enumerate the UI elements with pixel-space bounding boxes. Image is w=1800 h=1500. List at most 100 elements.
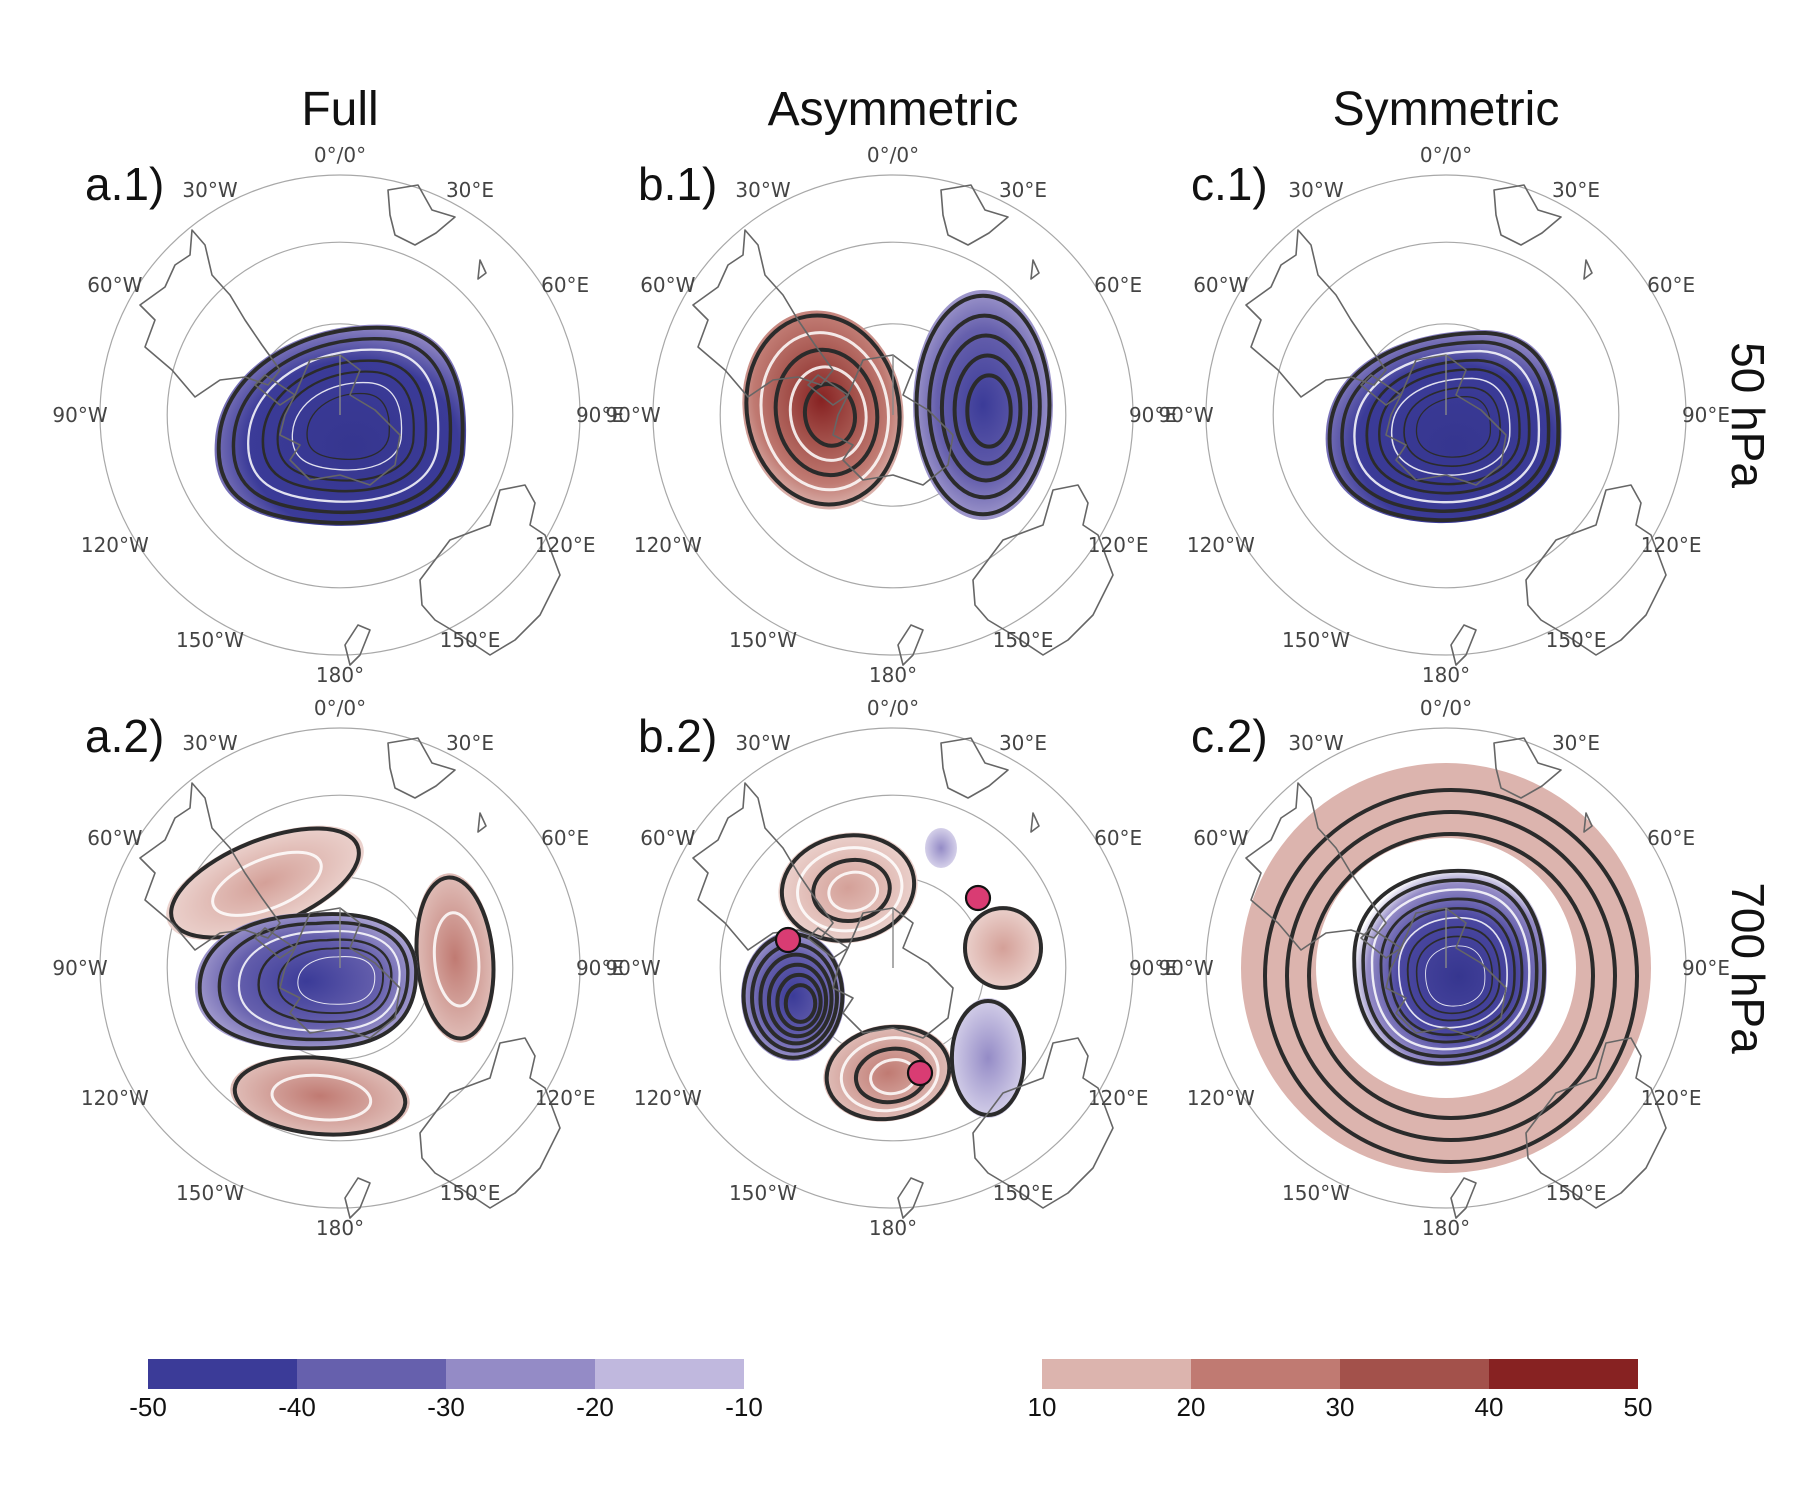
longitude-label: 60°E <box>1647 826 1695 850</box>
longitude-label: 120°E <box>1088 533 1149 557</box>
colorbar-tick-label: -30 <box>427 1392 465 1422</box>
colorbar-negative-segment <box>297 1359 446 1389</box>
longitude-label: 90°W <box>605 956 660 980</box>
longitude-labels: 0°/0° 30°E 60°E 90°E 120°E 150°E 180° 150°W 120°… <box>52 696 624 1240</box>
longitude-label: 30°E <box>1552 731 1600 755</box>
polar-map-panel: b.2) 0°/0° 30°E 60°E 90°E 120°E 150°E 180° 150°W… <box>605 696 1177 1240</box>
coastline <box>254 374 296 406</box>
longitude-label: 120°W <box>81 533 149 557</box>
longitude-label: 90°W <box>52 403 107 427</box>
longitude-label: 180° <box>869 1216 917 1240</box>
longitude-label: 90°W <box>1158 403 1213 427</box>
longitude-label: 0°/0° <box>314 143 366 167</box>
field-shading <box>741 828 1043 1122</box>
colorbar-positive: 10 20 30 40 50 <box>1028 1359 1653 1422</box>
panel-label: c.2) <box>1191 710 1268 762</box>
longitude-label: 150°E <box>1546 1181 1607 1205</box>
coastline <box>477 812 487 833</box>
longitude-label: 30°E <box>999 178 1047 202</box>
longitude-label: 0°/0° <box>1420 696 1472 720</box>
contour-line <box>802 382 857 448</box>
panels: a.1) 0°/0° 30°E 60°E 90°E 120°E 150°E 180° 150°W… <box>52 143 1730 1240</box>
contour-line <box>939 333 1033 483</box>
longitude-label: 120°W <box>634 1086 702 1110</box>
contour-line <box>1415 395 1492 458</box>
longitude-label: 30°E <box>999 731 1047 755</box>
coastline <box>1583 259 1593 280</box>
contour-line <box>775 972 823 1032</box>
positive-anomaly-region <box>823 1024 953 1122</box>
colorbar-tick-label: 50 <box>1624 1392 1653 1422</box>
contour-line <box>306 392 390 461</box>
colorbar-tick-label: 30 <box>1326 1392 1355 1422</box>
station-marker <box>774 926 802 954</box>
longitude-label: 180° <box>316 1216 364 1240</box>
longitude-label: 60°E <box>1094 273 1142 297</box>
coastline <box>387 184 456 246</box>
longitude-label: 120°W <box>1187 1086 1255 1110</box>
latitude-circle-outer <box>99 727 581 1209</box>
colorbar-tick-label: 10 <box>1028 1392 1057 1422</box>
coastline <box>897 1177 924 1219</box>
panel-label: a.2) <box>85 710 164 762</box>
coastline <box>692 782 834 951</box>
longitude-label: 60°W <box>87 273 142 297</box>
contour-line <box>1307 832 1595 1120</box>
contour-line <box>1403 386 1501 467</box>
longitude-label: 90°E <box>1129 956 1177 980</box>
longitude-label: 0°/0° <box>314 696 366 720</box>
coastline <box>387 737 456 799</box>
coastlines <box>1245 184 1667 666</box>
column-title: Symmetric <box>1333 83 1560 136</box>
coastline <box>832 354 954 486</box>
column-title: Asymmetric <box>768 83 1019 136</box>
contour-line <box>1379 897 1524 1044</box>
colorbar-tick-label: -10 <box>725 1392 763 1422</box>
latitude-circle-outer <box>652 174 1134 656</box>
coastlines <box>1245 737 1667 1219</box>
contour-line <box>1340 340 1551 513</box>
polar-map-panel: c.1) 0°/0° 30°E 60°E 90°E 120°E 150°E 180° 150°W… <box>1158 143 1730 687</box>
longitude-label: 90°E <box>1129 403 1177 427</box>
longitude-label: 60°W <box>640 826 695 850</box>
longitude-label: 30°W <box>735 178 790 202</box>
longitude-label: 180° <box>1422 663 1470 687</box>
colorbar-negative-segment <box>148 1359 297 1389</box>
contour-line <box>759 331 890 492</box>
longitude-label: 150°E <box>993 628 1054 652</box>
longitude-label: 150°E <box>1546 628 1607 652</box>
station-marker <box>906 1059 934 1087</box>
colorbar-positive-segment <box>1191 1359 1340 1389</box>
latitude-circle-outer <box>99 174 581 656</box>
longitude-label: 150°W <box>1282 1181 1350 1205</box>
latitude-circle <box>166 241 514 589</box>
longitude-labels: 0°/0° 30°E 60°E 90°E 120°E 150°E 180° 150°W 120°… <box>1158 143 1730 687</box>
coastline <box>279 907 401 1039</box>
contour-line <box>965 373 1013 449</box>
coastlines <box>139 184 561 666</box>
coastline <box>254 927 296 959</box>
coastline <box>972 1037 1114 1209</box>
contour-line <box>231 337 453 515</box>
longitude-label: 120°W <box>1187 533 1255 557</box>
longitude-label: 150°E <box>993 1181 1054 1205</box>
contour-line <box>261 359 428 493</box>
longitude-label: 0°/0° <box>1420 143 1472 167</box>
coastline <box>139 229 281 398</box>
contour-line <box>1263 788 1639 1164</box>
coastline <box>419 1037 561 1209</box>
colorbar-tick-label: -40 <box>278 1392 316 1422</box>
longitude-label: 30°W <box>1288 731 1343 755</box>
longitude-label: 90°E <box>576 403 624 427</box>
longitude-label: 60°W <box>1193 826 1248 850</box>
longitude-label: 150°W <box>729 1181 797 1205</box>
longitude-label: 60°E <box>541 273 589 297</box>
longitude-label: 60°E <box>1647 273 1695 297</box>
colorbar-tick-label: 20 <box>1177 1392 1206 1422</box>
longitude-label: 120°E <box>535 1086 596 1110</box>
contour-line <box>1327 330 1561 523</box>
contour-line <box>949 999 1027 1117</box>
positive-anomaly-region <box>414 873 496 1043</box>
polar-map-panel: a.1) 0°/0° 30°E 60°E 90°E 120°E 150°E 180° 150°W… <box>52 143 624 687</box>
contour-line <box>1361 878 1539 1059</box>
